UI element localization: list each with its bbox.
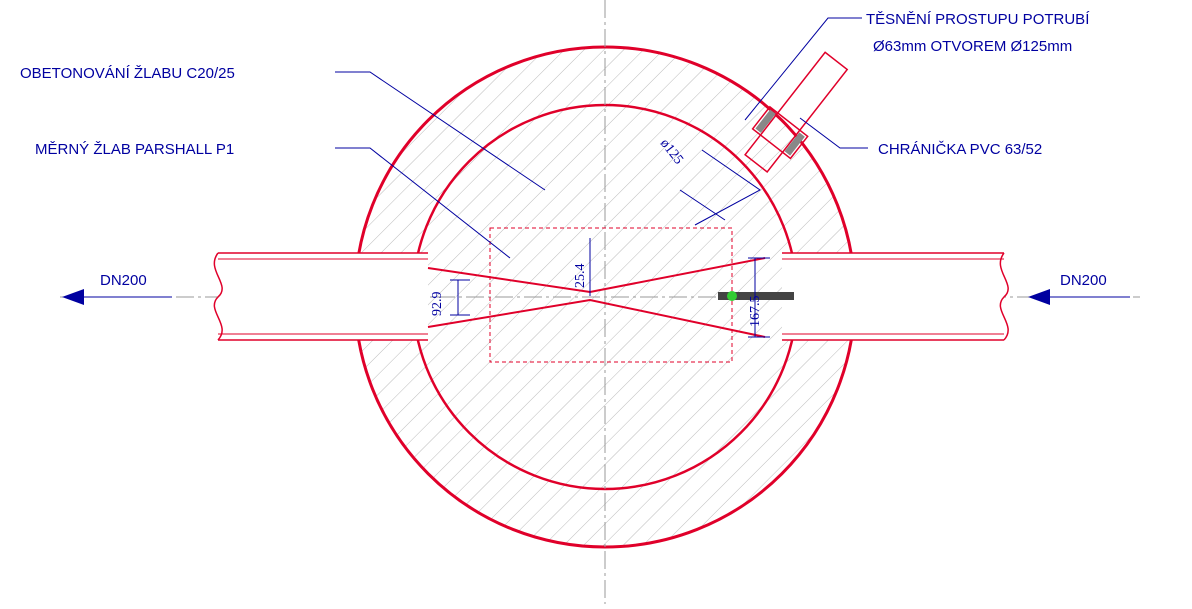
arrowhead	[1028, 289, 1050, 305]
dimension-text: 167.5	[748, 296, 763, 328]
dimension-text: 25.4	[573, 264, 588, 289]
sensor	[727, 291, 737, 301]
left-pipe	[214, 253, 428, 340]
label: OBETONOVÁNÍ ŽLABU C20/25	[20, 65, 235, 82]
arrowhead	[62, 289, 84, 305]
dimension-text: 92.9	[430, 292, 445, 317]
label: MĚRNÝ ŽLAB PARSHALL P1	[35, 141, 234, 158]
leader	[800, 118, 868, 148]
drawing: OBETONOVÁNÍ ŽLABU C20/25 MĚRNÝ ŽLAB PARS…	[0, 0, 1192, 604]
label: Ø63mm OTVOREM Ø125mm	[873, 38, 1072, 55]
label: DN200	[100, 272, 147, 289]
label: CHRÁNIČKA PVC 63/52	[878, 141, 1042, 158]
label: TĚSNĚNÍ PROSTUPU POTRUBÍ	[866, 11, 1090, 28]
right-pipe	[782, 253, 1008, 340]
label: DN200	[1060, 272, 1107, 289]
